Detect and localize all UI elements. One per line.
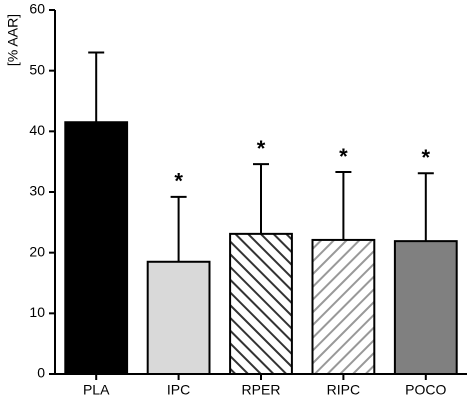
bar: [146, 260, 211, 375]
y-tick-label: 30: [29, 183, 45, 199]
significance-marker: *: [339, 144, 348, 169]
y-tick-label: 20: [29, 243, 45, 259]
error-bar: [335, 170, 352, 240]
x-tick-label: IPC: [167, 382, 190, 398]
error-bar: [88, 51, 105, 123]
x-tick-label: POCO: [405, 382, 446, 398]
bar: [229, 232, 293, 375]
y-tick-label: 40: [29, 122, 45, 138]
x-tick-label: RPER: [242, 382, 281, 398]
significance-marker: *: [422, 145, 431, 170]
x-tick-label: RIPC: [327, 382, 360, 398]
significance-marker: *: [174, 169, 183, 194]
significance-marker: *: [257, 136, 266, 161]
bar: [311, 238, 376, 375]
error-bar: [253, 163, 269, 234]
y-tick-label: 10: [29, 304, 45, 320]
y-axis-label: [% AAR]: [5, 14, 21, 66]
bar: [64, 121, 129, 375]
y-tick-label: 0: [37, 365, 45, 381]
y-tick-label: 50: [29, 61, 45, 77]
x-tick-label: PLA: [83, 382, 110, 398]
error-bar: [417, 172, 434, 242]
error-bar: [170, 195, 187, 262]
bar: [393, 240, 458, 375]
y-tick-label: 60: [29, 1, 45, 17]
